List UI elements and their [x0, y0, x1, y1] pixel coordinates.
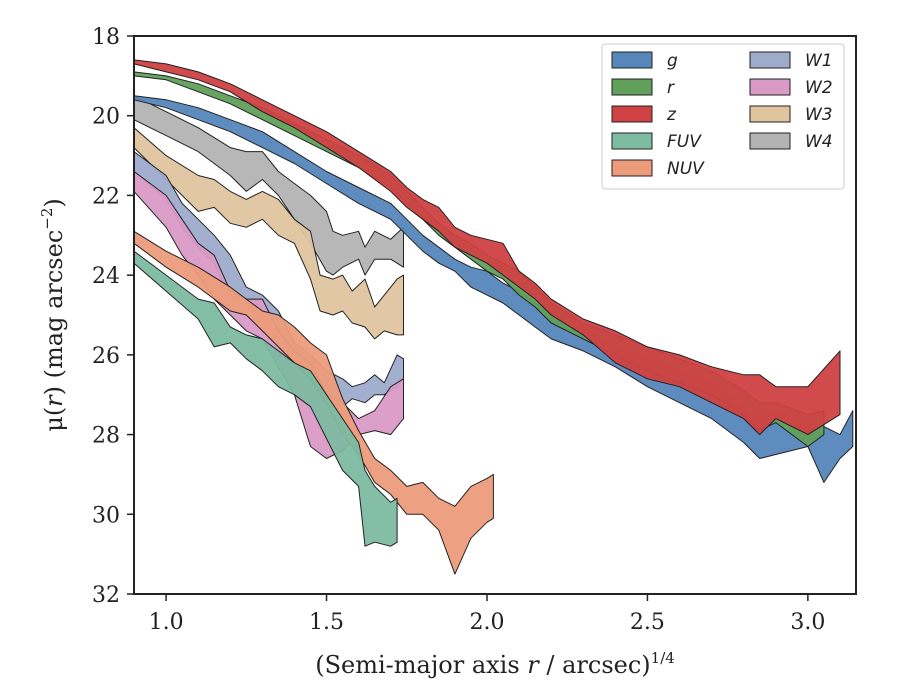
y-tick-label: 30 [92, 503, 120, 528]
band-fuv [133, 250, 398, 547]
y-axis-label-exp: −2 [38, 208, 56, 230]
x-tick-label: 2.5 [630, 610, 665, 635]
legend-label-r: r [667, 78, 675, 98]
legend-label-fuv: FUV [667, 132, 702, 152]
x-tick-label: 2.0 [469, 610, 504, 635]
legend: grz FUV NUV W1 W2 W3 W4 [601, 43, 845, 190]
x-axis-label-main: (Semi-major axis [315, 651, 527, 679]
legend-swatch-r [611, 78, 653, 96]
legend-label-w2: W2 [805, 78, 833, 98]
legend-label-w4: W4 [805, 132, 833, 152]
legend-swatch-nuv [611, 159, 653, 177]
y-tick-label: 24 [92, 264, 120, 289]
legend-swatch-g [611, 51, 653, 69]
legend-swatch-fuv [611, 132, 653, 150]
y-tick-label: 22 [92, 184, 120, 209]
legend-swatch-w4 [749, 132, 791, 150]
legend-swatch-w3 [749, 105, 791, 123]
band-nuv [133, 230, 494, 575]
x-axis-label-exp: 1/4 [651, 649, 675, 667]
y-tick-label: 26 [92, 344, 120, 369]
x-tick-label: 3.0 [790, 610, 825, 635]
legend-label-g: g [667, 51, 678, 71]
band-w4 [133, 95, 404, 276]
band-w3 [133, 127, 404, 340]
band-g [133, 95, 854, 483]
y-axis-label-close: ) [40, 198, 68, 207]
plot-frame [133, 35, 857, 595]
band-z [133, 59, 841, 436]
y-tick-label: 32 [92, 583, 120, 608]
series-areas [133, 59, 854, 575]
y-axis-ticks: 18 20 22 24 26 28 30 32 [92, 25, 134, 608]
legend-label-nuv: NUV [667, 159, 705, 179]
x-axis-label-unit: / arcsec) [539, 651, 651, 679]
legend-swatch-w2 [749, 78, 791, 96]
x-tick-label: 1.5 [309, 610, 344, 635]
legend-swatch-w1 [749, 51, 791, 69]
legend-label-w1: W1 [805, 51, 833, 71]
legend-label-z: z [666, 105, 677, 125]
y-tick-label: 20 [92, 105, 120, 130]
y-tick-label: 28 [92, 424, 120, 449]
x-axis-ticks: 1.0 1.5 2.0 2.5 3.0 [149, 594, 825, 635]
y-axis-label-var: r [40, 394, 68, 407]
legend-swatch-z [611, 105, 653, 123]
y-axis-label: μ(r) (mag arcsec−2) [38, 198, 68, 432]
y-tick-label: 18 [92, 25, 120, 50]
x-tick-label: 1.0 [149, 610, 184, 635]
y-axis-label-unit: ) (mag arcsec [40, 230, 68, 396]
legend-label-w3: W3 [805, 105, 833, 125]
x-axis-label: (Semi-major axis r / arcsec)1/4 [315, 649, 675, 679]
y-axis-label-main: μ( [40, 407, 68, 432]
x-axis-label-var: r [527, 651, 540, 679]
